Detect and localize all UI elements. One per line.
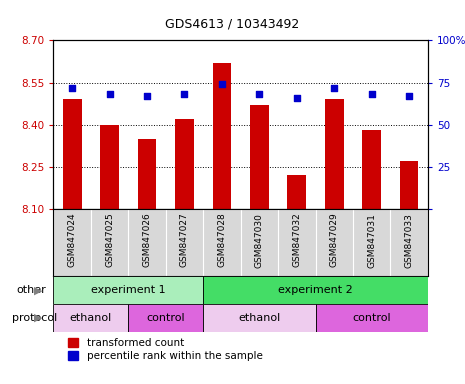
Text: GSM847027: GSM847027	[180, 213, 189, 267]
Bar	[250, 105, 269, 209]
Bar	[213, 63, 231, 209]
Bar	[128, 304, 203, 332]
Bar	[138, 139, 156, 209]
Point	[68, 84, 76, 91]
Point	[331, 84, 338, 91]
Text: control: control	[146, 313, 185, 323]
Text: GSM847026: GSM847026	[143, 213, 152, 267]
Bar	[203, 304, 315, 332]
Text: ▶: ▶	[34, 285, 43, 295]
Bar	[53, 276, 203, 304]
Bar	[287, 175, 306, 209]
Point	[368, 91, 375, 98]
Text: GSM847025: GSM847025	[105, 213, 114, 267]
Bar	[53, 304, 128, 332]
Text: GSM847030: GSM847030	[255, 213, 264, 268]
Point	[218, 81, 226, 87]
Bar	[315, 304, 428, 332]
Bar	[203, 276, 428, 304]
Text: GSM847028: GSM847028	[218, 213, 226, 267]
Bar	[63, 99, 81, 209]
Point	[293, 95, 300, 101]
Bar	[400, 161, 418, 209]
Point	[256, 91, 263, 98]
Point	[405, 93, 413, 99]
Text: protocol: protocol	[12, 313, 57, 323]
Text: control: control	[352, 313, 391, 323]
Text: GSM847029: GSM847029	[330, 213, 339, 267]
Point	[143, 93, 151, 99]
Point	[106, 91, 113, 98]
Legend: transformed count, percentile rank within the sample: transformed count, percentile rank withi…	[68, 338, 263, 361]
Text: ▶: ▶	[34, 313, 43, 323]
Text: GSM847031: GSM847031	[367, 213, 376, 268]
Bar	[100, 125, 119, 209]
Text: experiment 1: experiment 1	[91, 285, 166, 295]
Text: GSM847032: GSM847032	[292, 213, 301, 267]
Text: ethanol: ethanol	[238, 313, 280, 323]
Text: other: other	[16, 285, 46, 295]
Text: ethanol: ethanol	[70, 313, 112, 323]
Text: experiment 2: experiment 2	[278, 285, 353, 295]
Text: GSM847024: GSM847024	[68, 213, 77, 267]
Point	[181, 91, 188, 98]
Text: GSM847033: GSM847033	[405, 213, 413, 268]
Bar	[325, 99, 344, 209]
Bar	[362, 131, 381, 209]
Text: GDS4613 / 10343492: GDS4613 / 10343492	[166, 17, 299, 30]
Bar	[175, 119, 194, 209]
